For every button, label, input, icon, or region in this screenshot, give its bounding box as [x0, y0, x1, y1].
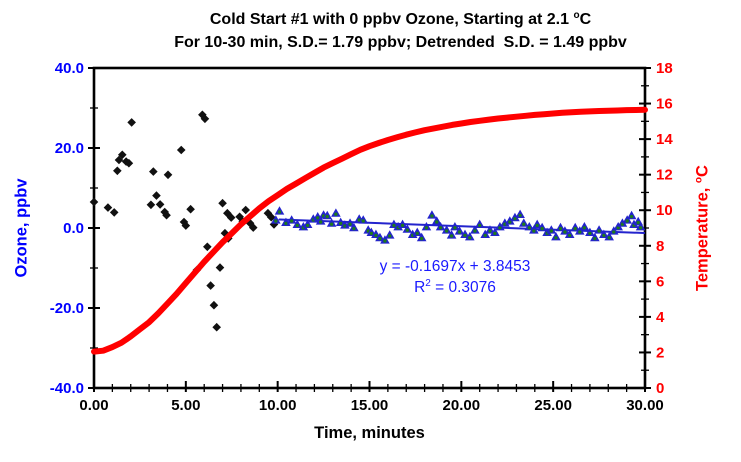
y-right-axis-title: Temperature, oC	[693, 165, 712, 291]
x-axis-title: Time, minutes	[314, 424, 425, 442]
y-left-axis-title: Ozone, ppbv	[12, 178, 31, 278]
y-right-tick-label: 16	[656, 96, 673, 113]
y-right-tick-label: 2	[656, 344, 664, 361]
y-right-tick-label: 12	[656, 167, 673, 184]
y-right-tick-label: 18	[656, 60, 673, 77]
x-tick-label: 25.00	[534, 397, 572, 414]
x-tick-label: 15.00	[351, 397, 389, 414]
y-right-tick-label: 8	[656, 238, 664, 255]
chart-title: Cold Start #1 with 0 ppbv Ozone, Startin…	[60, 9, 741, 53]
series-ozone-raw	[89, 110, 279, 332]
fit-equation-annotation: y = -0.1697x + 3.8453 R2 = 0.3076	[340, 256, 570, 300]
tick-labels: 0.00 5.00 10.00 15.00 20.00 25.00 30.0040.020.…	[50, 60, 674, 414]
x-tick-label: 20.00	[443, 397, 481, 414]
chart-title-line2: For 10-30 min, S.D.= 1.79 ppbv; Detrende…	[174, 34, 627, 51]
series-temperature	[91, 106, 648, 355]
chart-title-line1: Cold Start #1 with 0 ppbv Ozone, Startin…	[209, 10, 592, 28]
fit-equation-line: y = -0.1697x + 3.8453	[379, 258, 531, 275]
y-left-tick-label: 20.0	[55, 140, 84, 157]
series-ozone-detrended	[271, 206, 646, 244]
x-tick-label: 5.00	[171, 397, 200, 414]
x-tick-label: 10.00	[259, 397, 297, 414]
axis-ticks	[88, 67, 651, 392]
y-left-tick-label: -40.0	[50, 380, 84, 397]
fit-r-squared-line: R2 = 0.3076	[414, 278, 496, 296]
y-left-tick-label: -20.0	[50, 300, 84, 317]
y-right-tick-label: 4	[656, 309, 665, 326]
y-left-tick-label: 40.0	[55, 60, 84, 77]
y-right-tick-label: 0	[656, 380, 664, 397]
x-tick-label: 0.00	[79, 397, 108, 414]
x-tick-label: 30.00	[626, 397, 664, 414]
y-right-tick-label: 14	[656, 131, 673, 148]
y-left-tick-label: 0.0	[63, 220, 84, 237]
y-right-tick-label: 6	[656, 273, 664, 290]
y-right-tick-label: 10	[656, 202, 673, 219]
